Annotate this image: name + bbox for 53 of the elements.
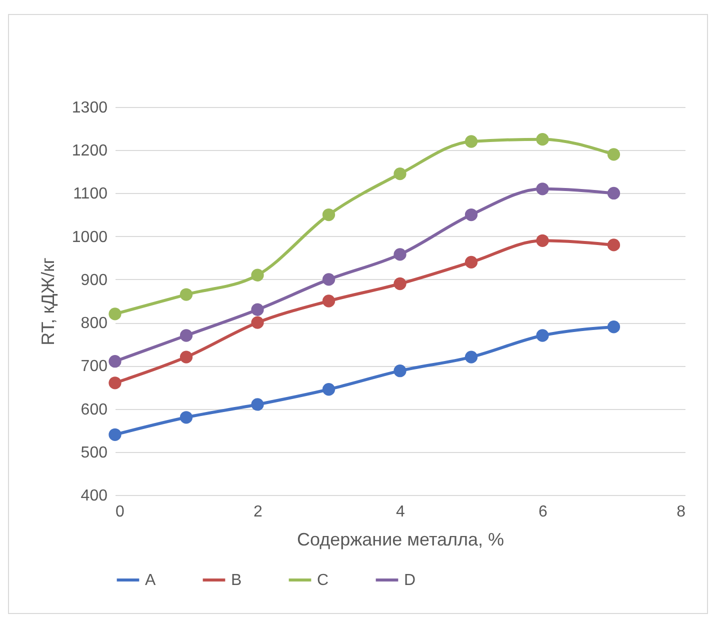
- point: [322, 208, 336, 222]
- point: [607, 186, 620, 200]
- legend-label: D: [404, 572, 416, 589]
- y-tick-label: 1200: [72, 142, 108, 160]
- point: [108, 308, 122, 320]
- x-axis-title: Содержание металла, %: [296, 530, 504, 550]
- point: [464, 256, 478, 269]
- point: [464, 350, 478, 364]
- point: [322, 273, 336, 286]
- point: [108, 355, 122, 368]
- y-tick-label: 600: [80, 401, 108, 418]
- point: [180, 288, 193, 301]
- point: [607, 238, 620, 252]
- point: [180, 350, 193, 364]
- point: [394, 248, 406, 261]
- x-tick-label: 6: [538, 504, 548, 520]
- point: [536, 234, 549, 247]
- x-tick-label: 2: [254, 504, 263, 520]
- point: [394, 364, 406, 378]
- y-tick-label: 1100: [73, 186, 108, 203]
- legend-label: C: [317, 572, 329, 589]
- point: [464, 135, 478, 148]
- y-tick-label: 1000: [72, 228, 108, 246]
- y-tick-label: 400: [80, 488, 108, 504]
- point: [251, 316, 264, 329]
- y-tick-label: 500: [80, 444, 108, 462]
- point: [108, 428, 122, 441]
- y-axis-title: RT, кДЖ/кг: [38, 257, 58, 346]
- point: [536, 329, 549, 342]
- point: [536, 133, 549, 146]
- y-tick-label: 700: [80, 358, 108, 376]
- y-tick-label: 800: [80, 315, 108, 332]
- x-tick-label: 8: [676, 504, 686, 520]
- point: [536, 182, 549, 196]
- point: [108, 376, 122, 390]
- point: [464, 208, 478, 222]
- point: [180, 329, 193, 342]
- y-tick-label: 1300: [72, 100, 108, 116]
- x-tick-label: 4: [396, 504, 406, 520]
- legend-label: A: [145, 572, 156, 589]
- legend-label: B: [231, 572, 242, 589]
- point: [394, 277, 406, 290]
- point: [251, 303, 264, 316]
- y-tick-label: 900: [80, 272, 108, 289]
- point: [251, 268, 264, 282]
- point: [607, 148, 620, 161]
- point: [394, 168, 406, 180]
- point: [322, 383, 336, 396]
- point: [180, 411, 193, 424]
- point: [322, 294, 336, 308]
- point: [607, 320, 620, 334]
- x-tick-label: 0: [116, 504, 124, 520]
- point: [251, 398, 264, 411]
